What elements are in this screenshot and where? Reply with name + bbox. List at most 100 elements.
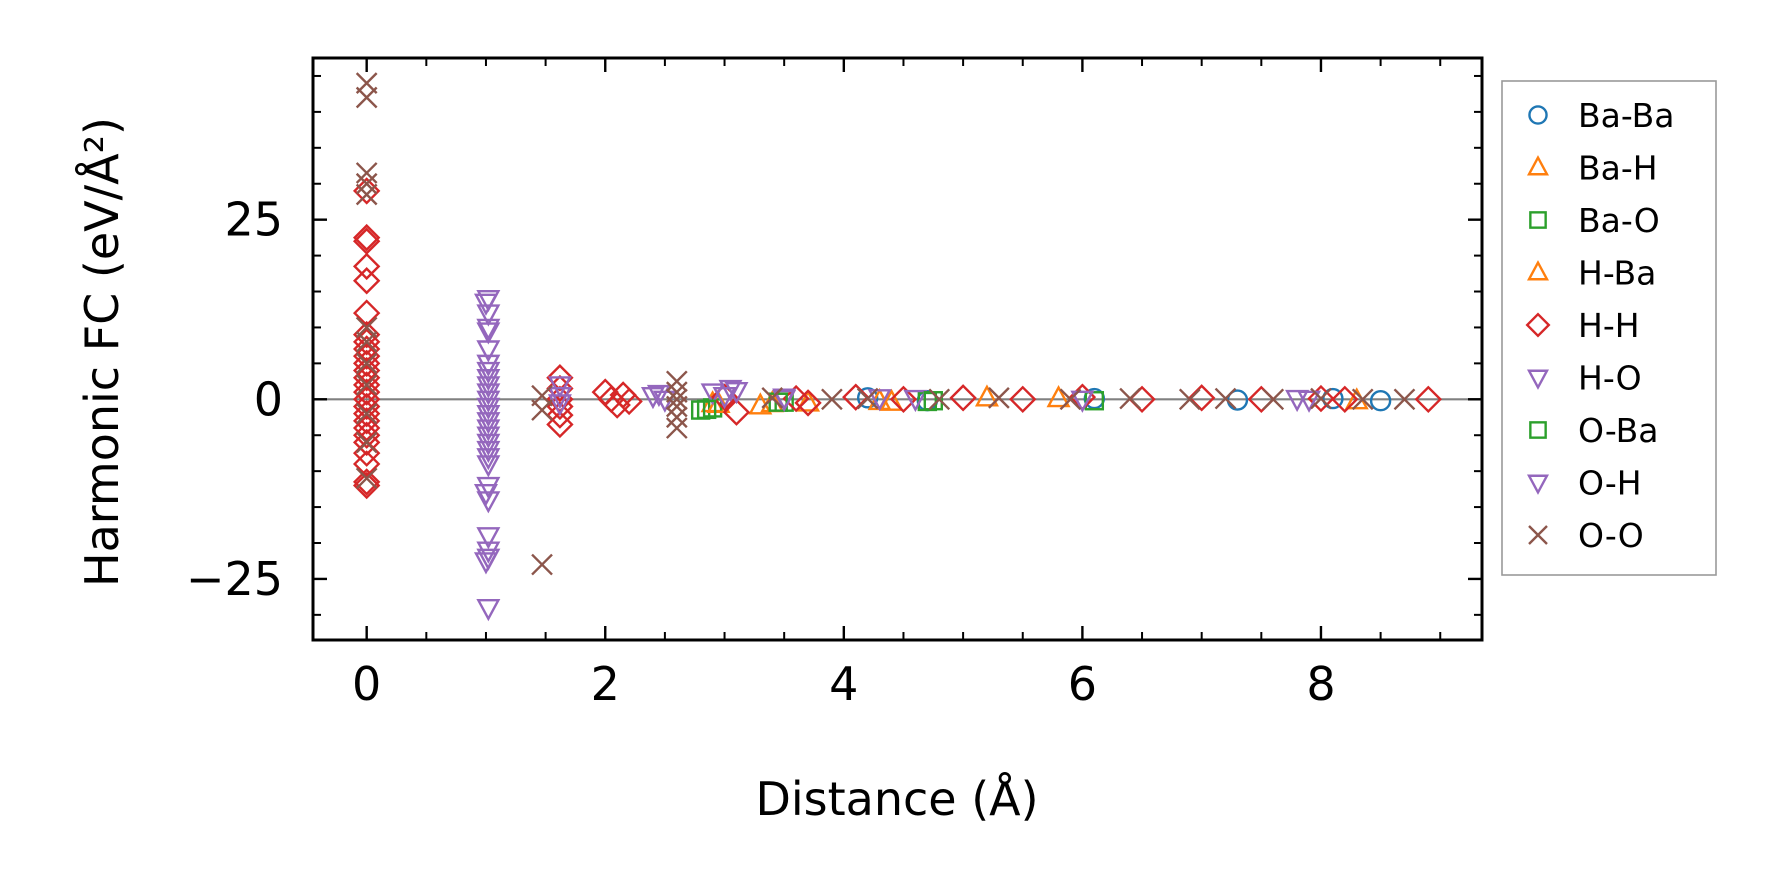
- data-point: [352, 328, 381, 356]
- data-point: [476, 304, 501, 327]
- data-point: [1059, 388, 1082, 411]
- data-point: [476, 527, 501, 550]
- legend-marker: [1526, 369, 1550, 390]
- data-point: [476, 322, 501, 345]
- data-point: [352, 223, 381, 252]
- data-point: [718, 379, 743, 403]
- legend-marker: [1526, 260, 1550, 281]
- data-point: [702, 398, 723, 418]
- data-point: [1393, 388, 1416, 411]
- data-point: [352, 364, 381, 392]
- data-point: [355, 374, 378, 396]
- legend: Ba-Ba Ba-H Ba-O H-Ba H-H H-O O-Ba O-H O-O: [1501, 80, 1717, 576]
- legend-label: O-Ba: [1578, 411, 1659, 450]
- data-point: [974, 384, 999, 407]
- legend-marker: [1528, 525, 1548, 545]
- series-h-h: [352, 177, 1443, 500]
- data-point: [665, 388, 688, 411]
- data-point: [476, 433, 501, 456]
- data-point: [547, 394, 572, 417]
- y-axis-label: Harmonic FC (eV/Å²): [75, 117, 129, 587]
- legend-label: Ba-O: [1578, 201, 1660, 240]
- data-point: [352, 421, 381, 449]
- data-point: [352, 252, 381, 281]
- data-point: [867, 389, 892, 412]
- data-point: [646, 384, 671, 408]
- data-point: [665, 406, 688, 429]
- data-point: [546, 401, 574, 429]
- data-point: [546, 410, 574, 439]
- data-point: [476, 491, 501, 514]
- data-point: [856, 387, 879, 409]
- legend-marker: [1526, 474, 1550, 495]
- data-point: [665, 417, 688, 439]
- data-point: [352, 468, 381, 496]
- data-point: [1046, 385, 1071, 408]
- legend-label: O-H: [1578, 464, 1642, 503]
- data-point: [355, 352, 378, 375]
- data-point: [476, 404, 501, 428]
- data-point: [1285, 389, 1310, 413]
- legend-label: Ba-H: [1578, 149, 1658, 188]
- data-point: [476, 440, 501, 464]
- data-point: [889, 385, 918, 413]
- legend-marker: [1529, 421, 1547, 439]
- data-point: [1351, 388, 1374, 411]
- data-point: [355, 431, 378, 454]
- data-point: [476, 340, 501, 363]
- axes: 0 2 4 6 8 −25 0 25: [186, 56, 1484, 711]
- data-point: [352, 392, 381, 421]
- data-point: [352, 267, 381, 295]
- data-point: [615, 387, 643, 416]
- data-point: [476, 419, 501, 442]
- data-point: [546, 374, 574, 403]
- data-point: [949, 384, 977, 412]
- data-point: [546, 392, 574, 421]
- data-point: [722, 398, 751, 426]
- data-point: [352, 349, 381, 378]
- data-point: [476, 354, 501, 377]
- data-point: [352, 335, 381, 363]
- y-tick-label: 0: [254, 372, 283, 426]
- data-point: [352, 450, 381, 478]
- data-point: [696, 399, 717, 420]
- x-tick-label: 0: [352, 657, 381, 711]
- data-point: [547, 387, 572, 410]
- data-point: [1297, 390, 1322, 413]
- legend-marker: [1528, 105, 1548, 125]
- series-h-o: [476, 290, 1310, 622]
- data-point: [473, 552, 498, 575]
- data-point: [476, 541, 501, 564]
- data-point: [352, 399, 381, 428]
- data-point: [476, 426, 501, 449]
- data-point: [772, 389, 797, 413]
- data-markers: [352, 72, 1443, 622]
- legend-label: H-H: [1578, 306, 1640, 345]
- data-point: [355, 183, 378, 206]
- data-point: [476, 369, 501, 392]
- data-point: [1070, 390, 1095, 413]
- data-point: [355, 467, 378, 490]
- data-point: [1331, 385, 1359, 413]
- data-point: [352, 356, 381, 385]
- series-o-o: [355, 72, 1416, 576]
- data-point: [1262, 388, 1285, 411]
- data-point: [352, 342, 381, 370]
- data-point: [476, 390, 501, 413]
- data-point: [352, 407, 381, 435]
- data-point: [531, 399, 553, 421]
- data-point: [476, 318, 501, 341]
- data-point: [1119, 387, 1141, 410]
- legend-label: Ba-Ba: [1578, 96, 1674, 135]
- data-point: [355, 162, 378, 184]
- data-point: [794, 389, 822, 417]
- data-point: [821, 388, 843, 411]
- legend-marker: [1525, 312, 1551, 338]
- x-tick-label: 6: [1068, 657, 1097, 711]
- data-point: [665, 395, 688, 418]
- data-point: [476, 397, 501, 421]
- data-point: [352, 385, 381, 413]
- data-point: [476, 361, 501, 385]
- data-point: [476, 448, 501, 471]
